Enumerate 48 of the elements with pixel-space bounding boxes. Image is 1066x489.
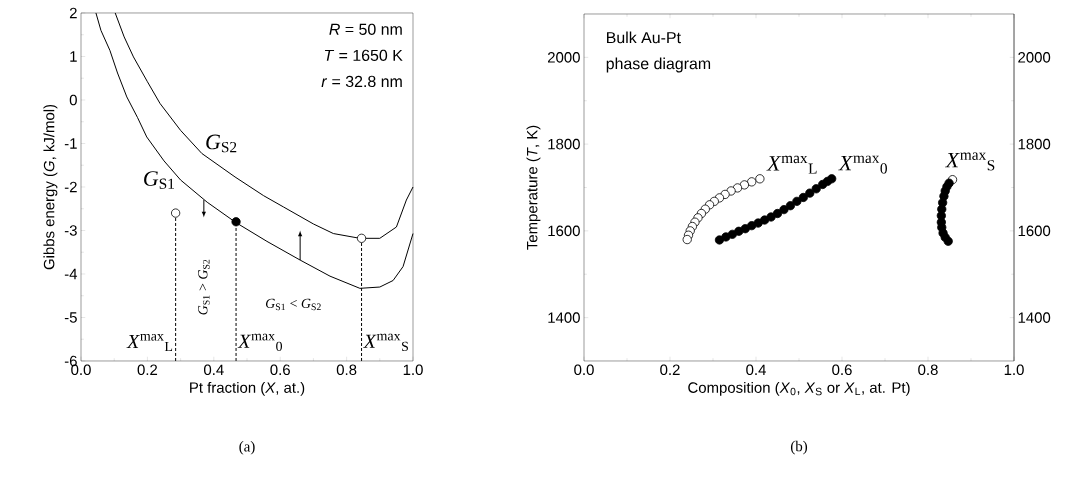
y2-tick-label: 2000 (1018, 52, 1051, 63)
annotation: X$^{max}$0 (237, 333, 283, 352)
y-tick-label: -5 (64, 312, 77, 323)
y-tick-label: -1 (64, 138, 77, 149)
y-tick-label: 1600 (548, 225, 580, 237)
annotation: R = 50 nm (329, 23, 402, 35)
series-label: X$^{max}$L (766, 155, 817, 174)
y-axis-title: Temperature (T, K) (526, 125, 541, 250)
annotation: T = 1650 K (324, 49, 403, 62)
y-tick-label: 2 (69, 7, 77, 19)
y-tick-label: -4 (64, 268, 78, 280)
y-tick-label: 2000 (548, 52, 580, 63)
x-tick-label: 1.0 (403, 364, 423, 376)
y-tick-label: 0 (69, 94, 77, 106)
annotation: X$^{max}$S (363, 333, 408, 352)
y2-tick-label: 1800 (1018, 138, 1051, 150)
y-tick-label: 1800 (548, 138, 580, 150)
x-tick-label: 0.2 (137, 364, 158, 376)
x-axis-title: Pt fraction (X, at.) (190, 381, 305, 396)
annotation: r = 32.8 nm (321, 75, 402, 88)
x-tick-label: 0.0 (574, 364, 594, 376)
x-tick-label: 1.0 (1004, 364, 1024, 376)
annotation: phase diagram (606, 57, 711, 73)
x-tick-label: 0.4 (746, 364, 766, 376)
annotation: Bulk Au-Pt (607, 31, 681, 44)
x-tick-label: 0.6 (270, 364, 290, 376)
y2-tick-label: 1600 (1018, 225, 1051, 237)
y2-tick-label: 1400 (1018, 312, 1051, 323)
annotation: G$_{S1}$ < G$_{S2}$ (265, 298, 321, 311)
x-tick-label: 0.2 (660, 364, 680, 376)
y-tick-label: 1 (70, 51, 77, 62)
series-label: X$^{max}$S (944, 152, 995, 171)
series-label: G$_{S2}$ (206, 134, 237, 153)
x-tick-label: 0.8 (918, 364, 938, 376)
series-label: G$_{S1}$ (144, 171, 174, 189)
y-tick-label: -3 (64, 225, 77, 236)
x-tick-label: 0.8 (336, 364, 357, 376)
x-tick-label: 0.6 (832, 364, 852, 376)
annotation: G$_{S1}$ > G$_{S2}$ (198, 259, 210, 315)
y-axis-title: Gibbs energy (G, kJ/mol) (43, 104, 58, 270)
text: Composition (X$_{0}$, X$_{S}$ or X$_{L}$, at. Pt) (688, 381, 910, 396)
text: (b) (790, 440, 808, 455)
y-tick-label: -2 (64, 181, 77, 193)
y-tick-label: 1400 (548, 312, 580, 323)
x-tick-label: 0.4 (204, 364, 224, 376)
annotation: X$^{max}$L (126, 333, 173, 352)
text: (a) (239, 441, 255, 455)
series-label: X$^{max}$0 (838, 155, 887, 174)
